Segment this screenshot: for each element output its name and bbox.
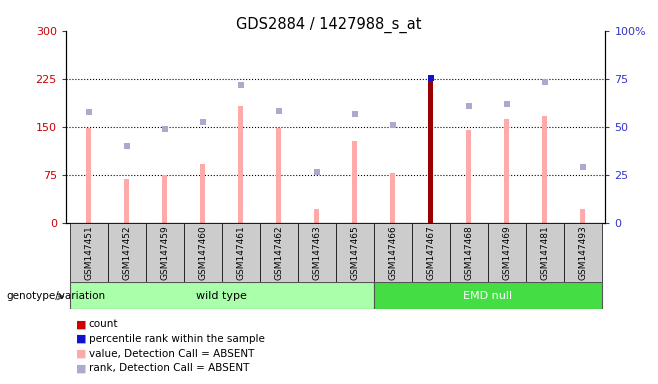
Bar	[163, 175, 167, 223]
Bar	[467, 130, 471, 223]
Bar	[297, 223, 336, 282]
Text: ■: ■	[76, 349, 86, 359]
Bar	[276, 128, 281, 223]
Bar	[374, 282, 601, 309]
Bar	[200, 164, 205, 223]
Bar	[260, 223, 297, 282]
Text: percentile rank within the sample: percentile rank within the sample	[89, 334, 265, 344]
Bar	[352, 141, 357, 223]
Bar	[374, 223, 411, 282]
Bar	[411, 223, 449, 282]
Bar	[70, 282, 374, 309]
Bar	[238, 106, 243, 223]
Bar	[449, 223, 488, 282]
Text: GSM147461: GSM147461	[236, 225, 245, 280]
Text: ■: ■	[76, 363, 86, 373]
Bar	[222, 223, 260, 282]
Text: wild type: wild type	[196, 291, 247, 301]
Text: GSM147467: GSM147467	[426, 225, 435, 280]
Text: GSM147452: GSM147452	[122, 225, 131, 280]
Bar	[315, 209, 319, 223]
Bar	[488, 223, 526, 282]
Text: GSM147468: GSM147468	[464, 225, 473, 280]
Text: GSM147481: GSM147481	[540, 225, 549, 280]
Text: GSM147465: GSM147465	[350, 225, 359, 280]
Text: ■: ■	[76, 319, 86, 329]
Text: GSM147451: GSM147451	[84, 225, 93, 280]
Text: GSM147459: GSM147459	[160, 225, 169, 280]
Text: GSM147493: GSM147493	[578, 225, 587, 280]
Text: genotype/variation: genotype/variation	[7, 291, 106, 301]
Bar	[428, 79, 433, 223]
Bar	[86, 128, 91, 223]
Bar	[390, 173, 395, 223]
Text: GSM147469: GSM147469	[502, 225, 511, 280]
Bar	[184, 223, 222, 282]
Bar	[580, 209, 585, 223]
Bar	[124, 179, 129, 223]
Bar	[108, 223, 145, 282]
Bar	[563, 223, 601, 282]
Bar	[336, 223, 374, 282]
Text: GSM147460: GSM147460	[198, 225, 207, 280]
Text: ■: ■	[76, 334, 86, 344]
Text: count: count	[89, 319, 118, 329]
Text: GSM147462: GSM147462	[274, 225, 283, 280]
Bar	[145, 223, 184, 282]
Text: GSM147463: GSM147463	[312, 225, 321, 280]
Text: EMD null: EMD null	[463, 291, 512, 301]
Text: GDS2884 / 1427988_s_at: GDS2884 / 1427988_s_at	[236, 17, 422, 33]
Bar	[70, 223, 108, 282]
Text: GSM147466: GSM147466	[388, 225, 397, 280]
Bar	[504, 119, 509, 223]
Text: value, Detection Call = ABSENT: value, Detection Call = ABSENT	[89, 349, 254, 359]
Text: rank, Detection Call = ABSENT: rank, Detection Call = ABSENT	[89, 363, 249, 373]
Bar	[542, 116, 547, 223]
Bar	[526, 223, 563, 282]
